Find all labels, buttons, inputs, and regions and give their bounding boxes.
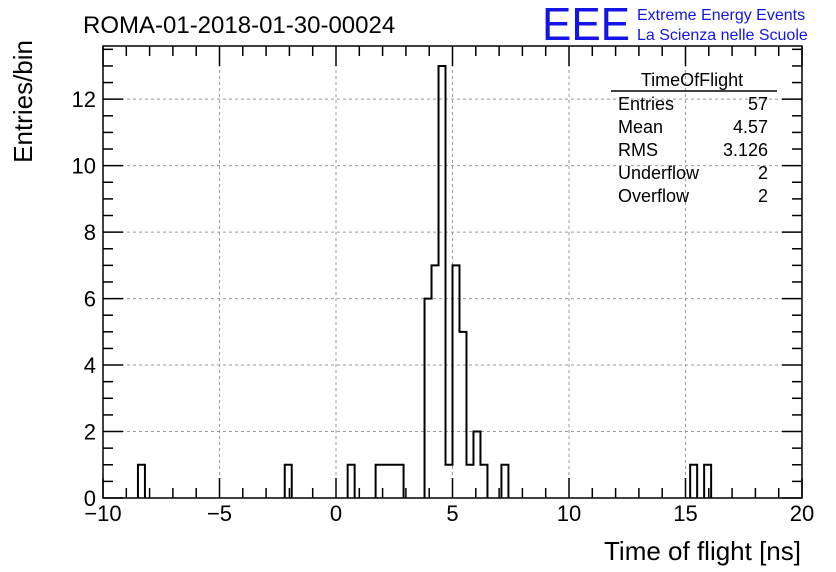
y-tick-label: 0 [84, 486, 96, 511]
x-tick-label: 10 [557, 501, 581, 526]
y-tick-label: 6 [84, 287, 96, 312]
chart-title: ROMA-01-2018-01-30-00024 [83, 12, 395, 39]
y-axis-label: Entries/bin [8, 40, 38, 163]
histogram-outline [136, 64, 713, 498]
histogram-bin [453, 265, 460, 498]
plot-frame [102, 45, 803, 499]
stats-row-label: Overflow [618, 186, 690, 206]
stats-row-value: 4.57 [733, 117, 768, 137]
y-tick-label: 12 [72, 87, 96, 112]
stats-box-rows: Entries 57 Mean 4.57 RMS 3.126 Underflow 2 Overf… [618, 94, 768, 206]
y-tick-label: 4 [84, 353, 96, 378]
histogram-bin [425, 299, 432, 498]
histogram-bin [432, 265, 439, 498]
y-tick-label: 2 [84, 420, 96, 445]
stats-box-title: TimeOfFlight [641, 70, 743, 90]
histogram-bin [704, 465, 711, 498]
stats-row-label: Underflow [618, 163, 700, 183]
x-tick-labels: −10 −5 0 5 10 15 20 [84, 501, 814, 526]
histogram-bin [138, 465, 145, 498]
stats-row-label: RMS [618, 140, 658, 160]
x-tick-label: 15 [673, 501, 697, 526]
stats-row-value: 2 [758, 163, 768, 183]
stats-row-label: Entries [618, 94, 674, 114]
histogram-bin [439, 66, 446, 498]
histogram-bin [501, 465, 508, 498]
x-tick-label: 0 [330, 501, 342, 526]
eee-logo: EEE Extreme Energy Events La Scienza nel… [542, 0, 808, 50]
stats-box: TimeOfFlight Entries 57 Mean 4.57 RMS 3.126 Un… [611, 70, 777, 206]
x-tick-label: 5 [446, 501, 458, 526]
histogram-bin [383, 465, 390, 498]
stats-row-value: 2 [758, 186, 768, 206]
stats-row-value: 3.126 [723, 140, 768, 160]
histogram-bin [348, 465, 355, 498]
y-tick-labels: 0 2 4 6 8 10 12 [72, 87, 96, 511]
y-tick-label: 8 [84, 220, 96, 245]
histogram-bin [459, 332, 466, 498]
eee-logo-mark: EEE [542, 0, 630, 50]
histogram-bin [397, 465, 404, 498]
histogram-bin [285, 465, 292, 498]
axis-ticks [102, 46, 803, 499]
x-tick-label: −5 [207, 501, 232, 526]
histogram-bin [466, 465, 473, 498]
histogram-bin [690, 465, 697, 498]
eee-logo-line1: Extreme Energy Events [637, 7, 805, 24]
histogram-bin [376, 465, 383, 498]
histogram-bin [390, 465, 397, 498]
stats-row-value: 57 [748, 94, 768, 114]
x-tick-label: −10 [84, 501, 121, 526]
eee-logo-line2: La Scienza nelle Scuole [637, 27, 808, 44]
histogram-bin [480, 465, 487, 498]
stats-row-label: Mean [618, 117, 663, 137]
x-tick-label: 20 [790, 501, 814, 526]
x-axis-label: Time of flight [ns] [604, 536, 801, 566]
y-tick-label: 10 [72, 154, 96, 179]
histogram-bin [446, 465, 453, 498]
histogram-bin [473, 432, 480, 498]
